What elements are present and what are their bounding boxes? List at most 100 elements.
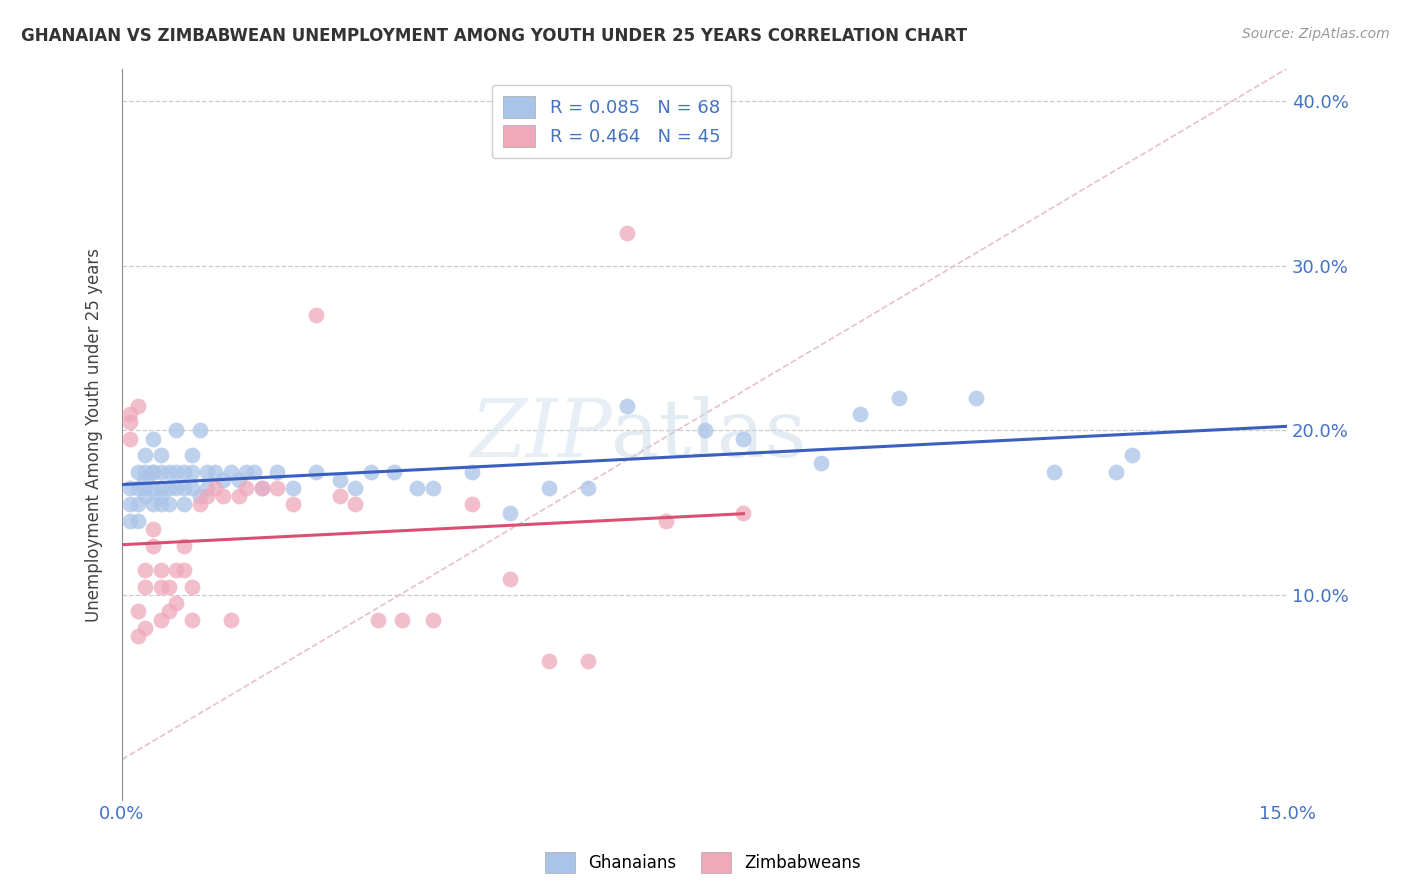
Point [422,613,444,627]
Point [654,514,676,528]
Point [305,308,328,322]
Point [849,407,872,421]
Point [266,481,288,495]
Point [204,481,226,495]
Point [243,465,266,479]
Point [127,481,149,495]
Point [173,465,195,479]
Point [134,563,156,577]
Point [344,481,367,495]
Point [360,465,382,479]
Point [134,465,156,479]
Point [181,481,204,495]
Point [149,580,172,594]
Point [887,391,910,405]
Point [733,506,755,520]
Point [197,481,219,495]
Point [149,613,172,627]
Point [188,424,211,438]
Point [134,473,156,487]
Text: atlas: atlas [612,395,807,474]
Point [173,563,195,577]
Point [127,629,149,643]
Point [422,481,444,495]
Point [616,399,638,413]
Point [188,498,211,512]
Point [228,489,250,503]
Point [733,432,755,446]
Point [142,465,165,479]
Point [142,539,165,553]
Point [118,481,141,495]
Point [127,604,149,618]
Point [188,489,211,503]
Point [266,465,288,479]
Legend: Ghanaians, Zimbabweans: Ghanaians, Zimbabweans [538,846,868,880]
Point [134,448,156,462]
Point [118,407,141,421]
Point [391,613,413,627]
Point [149,465,172,479]
Point [149,448,172,462]
Point [576,654,599,668]
Point [460,498,482,512]
Point [118,432,141,446]
Point [165,563,187,577]
Point [127,465,149,479]
Point [499,572,522,586]
Point [149,489,172,503]
Point [197,465,219,479]
Point [1043,465,1066,479]
Point [118,514,141,528]
Point [228,473,250,487]
Point [250,481,273,495]
Point [134,621,156,635]
Point [142,432,165,446]
Point [118,415,141,429]
Point [406,481,429,495]
Point [1121,448,1143,462]
Text: Source: ZipAtlas.com: Source: ZipAtlas.com [1241,27,1389,41]
Y-axis label: Unemployment Among Youth under 25 years: Unemployment Among Youth under 25 years [86,248,103,622]
Point [165,596,187,610]
Point [344,498,367,512]
Point [173,539,195,553]
Point [181,580,204,594]
Point [538,481,561,495]
Point [134,580,156,594]
Point [142,465,165,479]
Point [1105,465,1128,479]
Point [219,465,242,479]
Point [810,456,832,470]
Point [235,481,257,495]
Point [281,498,304,512]
Point [157,481,180,495]
Point [212,489,235,503]
Point [181,613,204,627]
Point [181,448,204,462]
Point [197,489,219,503]
Point [165,465,187,479]
Point [165,481,187,495]
Text: ZIP: ZIP [470,396,612,474]
Point [142,481,165,495]
Point [212,473,235,487]
Legend: R = 0.085   N = 68, R = 0.464   N = 45: R = 0.085 N = 68, R = 0.464 N = 45 [492,85,731,158]
Point [149,563,172,577]
Point [576,481,599,495]
Point [538,654,561,668]
Point [134,489,156,503]
Point [305,465,328,479]
Point [157,604,180,618]
Point [328,473,350,487]
Point [127,399,149,413]
Point [281,481,304,495]
Point [173,498,195,512]
Point [134,481,156,495]
Point [157,580,180,594]
Point [250,481,273,495]
Point [149,481,172,495]
Point [616,226,638,240]
Point [235,465,257,479]
Point [127,514,149,528]
